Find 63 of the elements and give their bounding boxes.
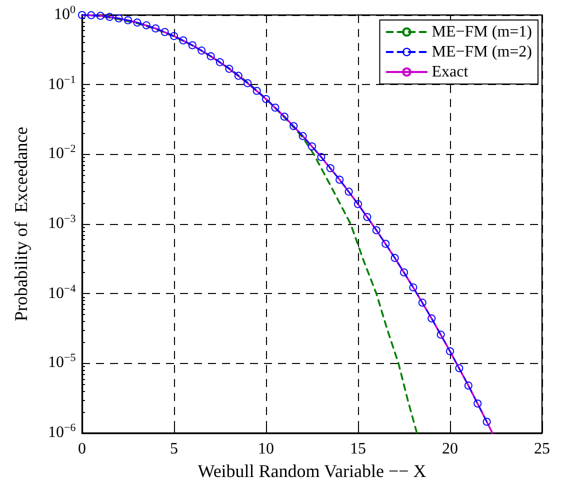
point bbox=[206, 52, 215, 60]
point bbox=[160, 28, 169, 36]
point bbox=[436, 330, 445, 339]
point bbox=[78, 11, 86, 19]
point bbox=[106, 12, 114, 21]
point bbox=[152, 24, 160, 32]
x-tick-label: 15 bbox=[350, 440, 366, 458]
y-tick-label: 10$^{−5}$ bbox=[48, 352, 76, 372]
point bbox=[114, 14, 123, 22]
point bbox=[372, 226, 380, 234]
point bbox=[290, 122, 298, 130]
point bbox=[474, 400, 482, 408]
point bbox=[133, 18, 142, 27]
y-tick-label: 10$^{−4}$ bbox=[48, 282, 76, 302]
point bbox=[354, 200, 362, 208]
point bbox=[382, 240, 390, 248]
y-tick-label: 10$^{−3}$ bbox=[48, 213, 76, 232]
point bbox=[336, 176, 344, 184]
point bbox=[317, 153, 326, 162]
y-tick-label: 10$^{−1}$ bbox=[48, 74, 76, 93]
point bbox=[428, 314, 436, 322]
x-tick-label: 5 bbox=[170, 440, 178, 458]
point bbox=[225, 64, 234, 73]
point bbox=[198, 46, 206, 55]
point bbox=[271, 104, 280, 112]
y-tick-label: 10$^{−2}$ bbox=[48, 143, 76, 162]
legend-label: Exact bbox=[432, 64, 469, 80]
legend-label: ME−FM (m=2) bbox=[432, 44, 532, 60]
x-tick-label: 0 bbox=[78, 440, 86, 458]
legend-label: ME−FM (m=1) bbox=[432, 24, 532, 40]
point bbox=[96, 12, 104, 20]
x-tick-label: 10 bbox=[258, 440, 274, 458]
y-axis-title: Probability of Exceedance bbox=[11, 126, 31, 322]
point bbox=[179, 36, 188, 44]
x-axis-title: Weibull Random Variable −− X bbox=[198, 460, 426, 481]
point bbox=[87, 11, 96, 20]
x-tick-label: 20 bbox=[442, 440, 458, 458]
point bbox=[308, 142, 316, 150]
point bbox=[142, 21, 150, 30]
point bbox=[280, 112, 288, 121]
point bbox=[216, 58, 224, 66]
point bbox=[298, 132, 307, 140]
point bbox=[400, 268, 408, 276]
point bbox=[418, 298, 426, 307]
point bbox=[244, 79, 252, 88]
point bbox=[188, 41, 196, 50]
point bbox=[170, 32, 178, 40]
point bbox=[363, 213, 372, 222]
point bbox=[455, 364, 464, 372]
point bbox=[344, 188, 353, 196]
point bbox=[234, 72, 242, 80]
point bbox=[409, 283, 418, 292]
point bbox=[482, 418, 491, 426]
point bbox=[252, 86, 261, 95]
point bbox=[464, 382, 472, 390]
point bbox=[262, 95, 270, 104]
point bbox=[124, 16, 132, 24]
point bbox=[390, 254, 399, 262]
y-tick-label: 10$^{−6}$ bbox=[48, 422, 76, 441]
y-tick-label: 10$^{0}$ bbox=[54, 4, 76, 23]
point bbox=[326, 164, 334, 172]
point bbox=[446, 347, 454, 356]
x-tick-label: 25 bbox=[534, 440, 550, 458]
